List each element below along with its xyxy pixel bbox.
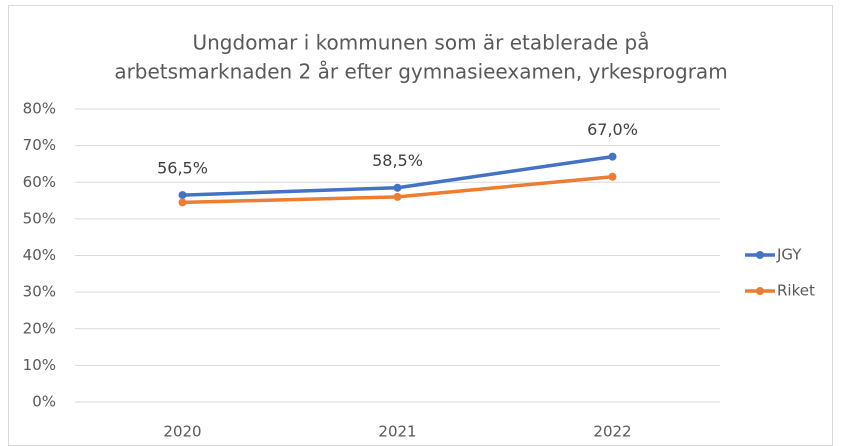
y-tick-label: 80% <box>23 100 56 118</box>
point <box>393 192 402 201</box>
y-tick-label: 20% <box>23 319 56 337</box>
legend-label: Riket <box>777 282 815 300</box>
y-tick-label: 50% <box>23 209 56 227</box>
y-tick-label: 30% <box>23 283 56 301</box>
chart-title: arbetsmarknaden 2 år efter gymnasieexame… <box>114 60 727 84</box>
y-tick-label: 0% <box>32 393 56 411</box>
legend-swatch <box>756 251 764 259</box>
point <box>178 198 187 207</box>
x-tick-label: 2021 <box>378 423 416 441</box>
x-tick-label: 2020 <box>163 423 201 441</box>
point <box>393 183 402 192</box>
point <box>608 152 617 161</box>
point <box>178 191 187 200</box>
y-tick-label: 70% <box>23 136 56 154</box>
chart-border <box>8 5 833 446</box>
legend-label: JGY <box>776 246 802 264</box>
data-label: 58,5% <box>372 151 423 170</box>
data-label: 67,0% <box>587 120 638 139</box>
data-label: 56,5% <box>157 159 208 178</box>
y-tick-label: 60% <box>23 173 56 191</box>
y-tick-label: 40% <box>23 246 56 264</box>
legend-swatch <box>756 287 764 295</box>
x-tick-label: 2022 <box>593 423 631 441</box>
chart-title: Ungdomar i kommunen som är etablerade på <box>192 31 649 55</box>
y-tick-label: 10% <box>23 356 56 374</box>
point <box>608 172 617 181</box>
